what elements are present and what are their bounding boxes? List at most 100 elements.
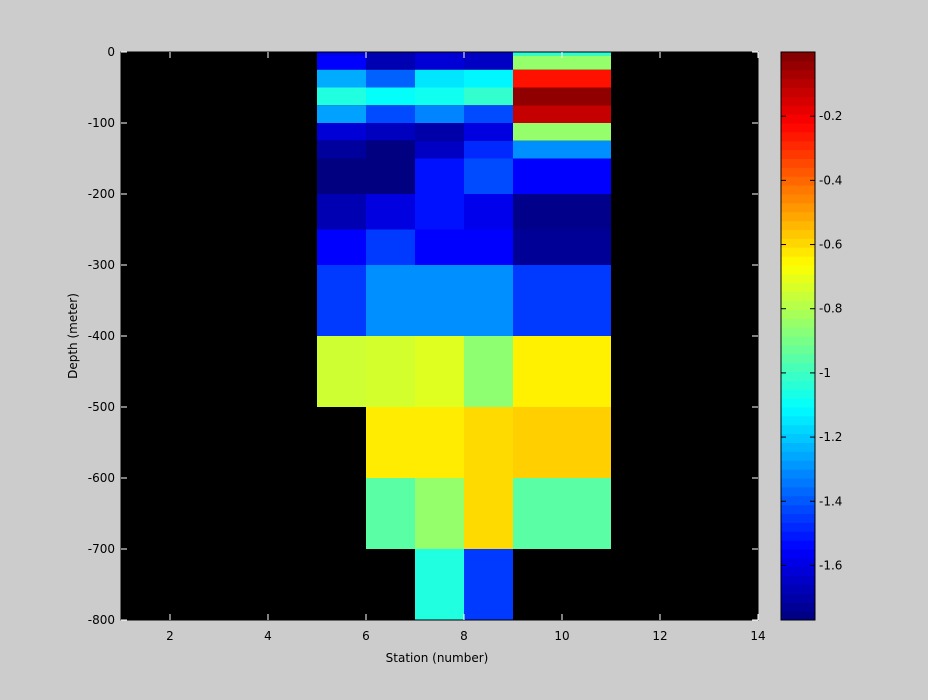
heatmap-cell: [366, 69, 415, 88]
colorbar-band: [781, 602, 815, 612]
heatmap-cell: [366, 265, 415, 336]
heatmap-cell: [366, 194, 415, 230]
colorbar-band: [781, 557, 815, 568]
heatmap-cell: [415, 52, 464, 70]
y-axis: 0 -100 -200 -300 -400 -500 -600 -700 -800: [88, 45, 758, 627]
y-tick-label: 0: [107, 45, 115, 59]
heatmap-cell: [464, 229, 513, 265]
colorbar-band: [781, 185, 815, 195]
heatmap-cell: [415, 229, 464, 265]
colorbar-band: [781, 149, 815, 159]
heatmap-cell: [513, 87, 611, 106]
colorbar-tick-label: -1: [819, 366, 831, 380]
colorbar-band: [781, 256, 815, 266]
heatmap-cell: [464, 69, 513, 88]
colorbar-band: [781, 105, 815, 115]
colorbar-band: [781, 220, 815, 230]
colorbar-band: [781, 584, 815, 594]
heatmap-cell: [317, 105, 366, 123]
colorbar-band: [781, 140, 815, 151]
colorbar-band: [781, 96, 815, 106]
cell-layer: [120, 51, 759, 621]
colorbar-tick-label: -1.6: [819, 558, 842, 572]
heatmap-cell: [415, 105, 464, 123]
colorbar-band: [781, 478, 815, 488]
y-tick-label: -200: [88, 187, 115, 201]
heatmap-cell: [464, 265, 513, 336]
colorbar-band: [781, 398, 815, 408]
heatmap-cell: [317, 52, 366, 56]
colorbar-band: [781, 460, 815, 470]
heatmap-cell: [366, 158, 415, 194]
colorbar-band: [781, 167, 815, 177]
heatmap-cell: [366, 407, 415, 478]
x-tick-label: 6: [362, 629, 370, 643]
heatmap-cell: [513, 123, 611, 141]
x-tick-label: 4: [264, 629, 272, 643]
x-tick-label: 2: [166, 629, 174, 643]
x-tick-label: 8: [460, 629, 468, 643]
heatmap-cell: [513, 105, 611, 123]
x-tick-label: 12: [652, 629, 667, 643]
colorbar-band: [781, 158, 815, 168]
y-tick-label: -300: [88, 258, 115, 272]
heatmap-cell: [513, 140, 611, 159]
heatmap-cell: [366, 336, 415, 407]
colorbar-band: [781, 327, 815, 337]
colorbar-band: [781, 114, 815, 124]
heatmap-cell: [464, 140, 513, 159]
heatmap-cell: [317, 55, 366, 70]
colorbar-band: [781, 52, 815, 62]
heatmap-cell: [317, 229, 366, 265]
y-tick-label: -400: [88, 329, 115, 343]
colorbar-band: [781, 69, 815, 80]
heatmap-cell: [513, 158, 611, 194]
heatmap-cell: [415, 69, 464, 88]
colorbar-tick-label: -1.2: [819, 430, 842, 444]
colorbar-band: [781, 282, 815, 293]
colorbar-band: [781, 211, 815, 222]
colorbar-band: [781, 504, 815, 514]
heatmap-cell: [464, 194, 513, 230]
x-axis: 2 4 6 8 10 12 14: [166, 52, 766, 643]
heatmap-cell: [513, 55, 611, 70]
heatmap-cell: [366, 105, 415, 123]
colorbar-band: [781, 522, 815, 532]
heatmap-cell: [415, 87, 464, 106]
colorbar-band: [781, 238, 815, 248]
heatmap-cell: [513, 265, 611, 336]
heatmap-cell: [464, 123, 513, 141]
colorbar-tick-label: -1.4: [819, 494, 842, 508]
colorbar-band: [781, 575, 815, 585]
heatmap-cell: [464, 105, 513, 123]
colorbar-band: [781, 202, 815, 213]
heatmap-cell: [366, 52, 415, 70]
heatmap-cell: [415, 140, 464, 159]
heatmap-cell: [464, 549, 513, 620]
heatmap-cell: [317, 69, 366, 88]
colorbar-band: [781, 433, 815, 443]
colorbar-band: [781, 389, 815, 399]
heatmap-cell: [317, 265, 366, 336]
colorbar-band: [781, 540, 815, 550]
heatmap-cell: [464, 52, 513, 70]
colorbar-band: [781, 442, 815, 452]
colorbar-band: [781, 194, 815, 204]
colorbar-band: [781, 300, 815, 310]
colorbar-frame: [780, 51, 816, 621]
colorbar-band: [781, 566, 815, 577]
colorbar-band: [781, 407, 815, 417]
colorbar-band: [781, 229, 815, 239]
heatmap-cell: [464, 336, 513, 407]
heatmap-cell: [317, 158, 366, 194]
colorbar-band: [781, 415, 815, 426]
colorbar-band: [781, 362, 815, 372]
heatmap-cell: [513, 407, 611, 478]
heatmap-cell: [366, 140, 415, 159]
heatmap-cell: [317, 140, 366, 159]
heatmap-cell: [513, 69, 611, 88]
heatmap-cell: [415, 123, 464, 141]
colorbar-band: [781, 336, 815, 346]
colorbar-band: [781, 247, 815, 257]
